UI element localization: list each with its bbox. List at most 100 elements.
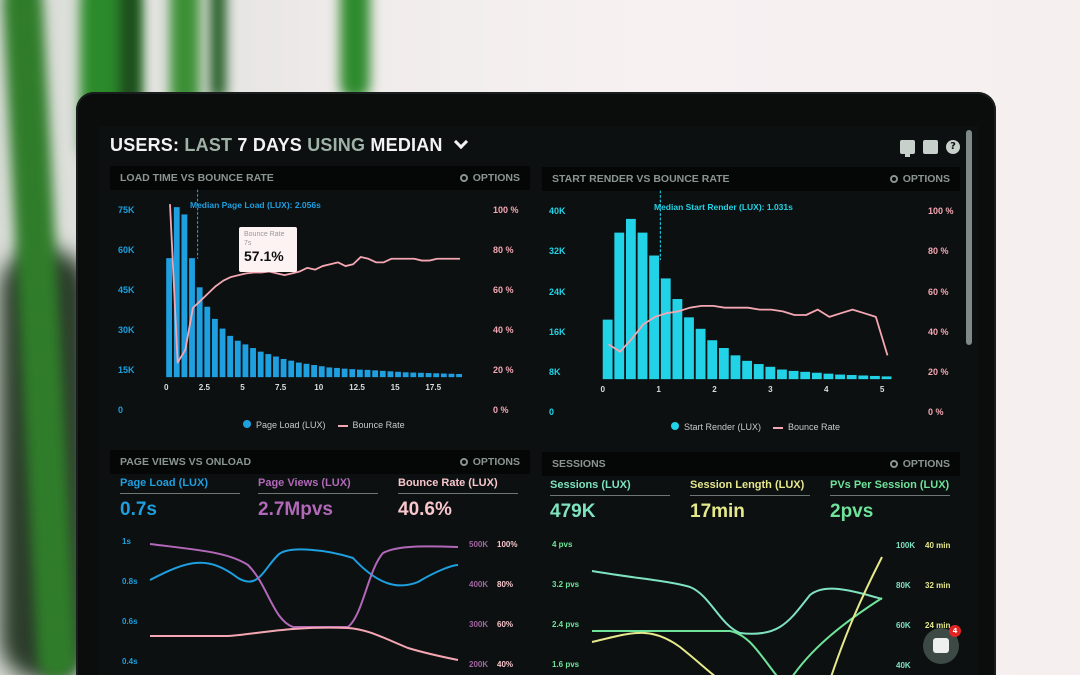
panel-title: LOAD TIME VS BOUNCE RATE (120, 172, 274, 184)
tick: 3.2 pvs (552, 580, 580, 589)
title-range: 7 DAYS (237, 135, 302, 155)
title-last: LAST (184, 135, 233, 155)
sessions-chart[interactable] (590, 555, 890, 675)
legend-item[interactable]: Bounce Rate (773, 422, 840, 432)
options-label: OPTIONS (902, 173, 950, 185)
metric-page-load: Page Load (LUX) 0.7s (120, 477, 240, 521)
tooltip-value: 57.1% (244, 248, 284, 264)
metric-label: Page Load (LUX) (120, 477, 240, 494)
metric-value: 2.7Mpvs (258, 499, 333, 520)
dashboard-title[interactable]: USERS: LAST 7 DAYS USING MEDIAN (110, 134, 468, 156)
options-button[interactable]: OPTIONS (889, 458, 950, 470)
tick: 80% (497, 580, 514, 589)
tick: 0.6s (122, 617, 138, 626)
options-button[interactable]: OPTIONS (459, 456, 520, 468)
chart-legend: Page Load (LUX) Bounce Rate (243, 420, 405, 430)
tick: 0.4s (122, 657, 138, 666)
legend-line-icon (337, 424, 348, 427)
load-time-chart[interactable]: 0 2.5 5 7.5 10 12.5 15 17.5 (146, 189, 484, 397)
tick: 60 % (928, 286, 949, 297)
median-label: Median Start Render (LUX): 1.031s (654, 202, 793, 212)
panel-header-load-time: LOAD TIME VS BOUNCE RATE OPTIONS (110, 166, 530, 190)
svg-text:5: 5 (880, 385, 885, 394)
metric-label: Sessions (LUX) (550, 479, 670, 496)
help-icon[interactable]: ? (946, 140, 960, 154)
tick: 60K (118, 245, 135, 255)
page-views-chart[interactable] (148, 530, 459, 670)
tick: 100K (896, 541, 916, 550)
metric-value: 0.7s (120, 499, 157, 520)
svg-text:0: 0 (600, 385, 605, 394)
tick: 100% (497, 540, 518, 549)
tick: 100 % (493, 205, 519, 215)
svg-text:7.5: 7.5 (275, 383, 287, 392)
y-axis-right: 100 % 80 % 60 % 40 % 20 % 0 % (928, 191, 954, 433)
chevron-down-icon[interactable] (453, 134, 468, 150)
svg-text:12.5: 12.5 (349, 383, 365, 392)
tick: 30K (118, 325, 135, 335)
options-label: OPTIONS (902, 458, 950, 470)
share-icon[interactable] (923, 140, 938, 154)
legend-item[interactable]: Start Render (LUX) (671, 422, 761, 432)
median-label: Median Page Load (LUX): 2.056s (190, 200, 321, 210)
scrollbar[interactable] (966, 130, 972, 345)
legend-label: Start Render (LUX) (684, 422, 762, 432)
tick: 60 % (493, 285, 514, 295)
tick: 40 % (928, 326, 949, 337)
options-label: OPTIONS (472, 456, 520, 468)
tick: 300K (469, 620, 489, 629)
y-axis-right-sessions: 100K 80K 60K 40K (896, 526, 915, 675)
svg-text:3: 3 (768, 385, 773, 394)
tick: 20 % (493, 365, 514, 375)
metric-session-length: Session Length (LUX) 17min (690, 479, 810, 523)
svg-text:5: 5 (240, 383, 245, 392)
tick: 24K (549, 286, 566, 297)
legend-label: Page Load (LUX) (256, 420, 326, 430)
tick: 80K (896, 581, 911, 590)
y-axis-left: 1s 0.8s 0.6s 0.4s (122, 522, 138, 675)
tick: 15K (118, 365, 135, 375)
monitor-icon[interactable] (900, 140, 915, 157)
tick: 45K (118, 285, 135, 295)
tick: 1.6 pvs (552, 660, 580, 669)
title-users: USERS: (110, 135, 180, 155)
tick: 80 % (493, 245, 514, 255)
options-button[interactable]: OPTIONS (889, 173, 950, 185)
legend-label: Bounce Rate (352, 420, 405, 430)
tick: 8K (549, 367, 561, 378)
y-axis-right-bounce: 100% 80% 60% 40% (497, 525, 517, 675)
tick: 400K (469, 580, 489, 589)
svg-text:0: 0 (164, 383, 169, 392)
metric-value: 40.6% (398, 499, 452, 520)
start-render-chart[interactable]: 0 1 2 3 4 5 (583, 190, 913, 399)
metric-label: Bounce Rate (LUX) (398, 477, 518, 494)
options-button[interactable]: OPTIONS (459, 172, 520, 184)
tick: 1s (122, 537, 131, 546)
svg-text:15: 15 (391, 383, 401, 392)
legend-item[interactable]: Page Load (LUX) (243, 420, 326, 430)
options-label: OPTIONS (472, 172, 520, 184)
tick: 40K (896, 661, 911, 670)
tick: 60% (497, 620, 514, 629)
tick: 40K (549, 206, 566, 216)
svg-text:2.5: 2.5 (199, 383, 211, 392)
chat-widget-button[interactable]: 4 (923, 625, 961, 664)
title-using: USING (307, 135, 366, 155)
title-metric: MEDIAN (370, 135, 443, 155)
panel-header-page-views: PAGE VIEWS VS ONLOAD OPTIONS (110, 450, 530, 474)
tick: 4 pvs (552, 540, 573, 549)
svg-text:10: 10 (314, 383, 324, 392)
gear-icon (459, 458, 468, 466)
svg-text:1: 1 (656, 385, 661, 394)
gear-icon (889, 175, 898, 183)
legend-item[interactable]: Bounce Rate (337, 420, 405, 430)
tick: 0 (549, 407, 555, 418)
panel-header-start-render: START RENDER VS BOUNCE RATE OPTIONS (542, 167, 960, 191)
tick: 100 % (928, 206, 954, 216)
tick: 2.4 pvs (552, 620, 580, 629)
metric-page-views: Page Views (LUX) 2.7Mpvs (258, 477, 378, 521)
metric-pvs-per-session: PVs Per Session (LUX) 2pvs (830, 479, 950, 523)
dashboard-screen (98, 126, 978, 675)
tick: 32K (549, 246, 566, 257)
plant-leaf (340, 0, 370, 100)
